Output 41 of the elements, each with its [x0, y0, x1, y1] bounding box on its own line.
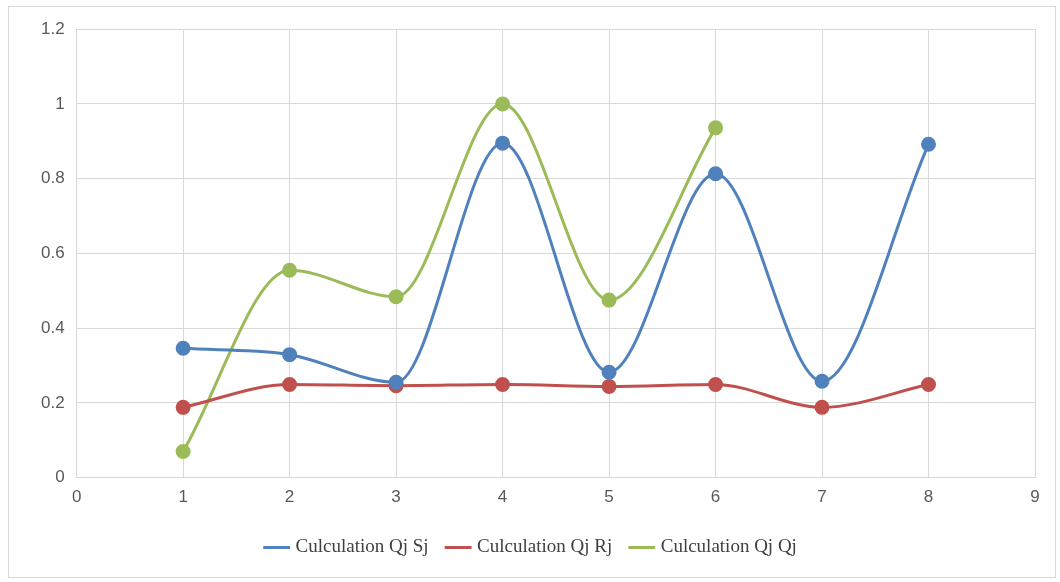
- x-tick-label: 6: [710, 487, 721, 507]
- y-tick-label: 0.8: [40, 168, 65, 188]
- y-tick-label: 1: [55, 93, 65, 113]
- point: [282, 347, 298, 363]
- point: [495, 377, 511, 393]
- y-tick-label: 0.4: [40, 317, 65, 337]
- y-tick-label: 0.6: [40, 243, 65, 263]
- point: [175, 399, 191, 415]
- point: [708, 166, 724, 182]
- point: [814, 399, 830, 415]
- y-tick-label: 1.2: [40, 18, 65, 38]
- x-tick-label: 4: [497, 487, 508, 507]
- y-tick-label: 0: [55, 467, 65, 487]
- x-tick-label: 9: [1030, 487, 1040, 507]
- point: [708, 377, 724, 393]
- point: [282, 377, 298, 393]
- point: [921, 136, 937, 152]
- point: [388, 374, 404, 390]
- x-tick-label: 8: [923, 487, 934, 507]
- legend-label: Culculation Qj Sj: [295, 535, 429, 557]
- point: [495, 96, 511, 112]
- legend-label: Culculation Qj Qj: [660, 535, 797, 557]
- x-tick-label: 2: [284, 487, 295, 507]
- point: [175, 340, 191, 356]
- point: [708, 120, 724, 136]
- point: [601, 378, 617, 394]
- legend-label: Culculation Qj Rj: [477, 535, 613, 557]
- point: [282, 262, 298, 278]
- point: [175, 443, 191, 459]
- x-tick-label: 0: [71, 487, 82, 507]
- point: [388, 289, 404, 305]
- x-tick-label: 5: [604, 487, 614, 507]
- y-tick-label: 0.2: [40, 392, 65, 412]
- x-tick-label: 7: [817, 487, 827, 507]
- x-tick-label: 3: [391, 487, 401, 507]
- point: [921, 377, 937, 393]
- point: [601, 364, 617, 380]
- point: [814, 373, 830, 389]
- point: [495, 135, 511, 151]
- point: [601, 292, 617, 308]
- x-tick-label: 1: [178, 487, 188, 507]
